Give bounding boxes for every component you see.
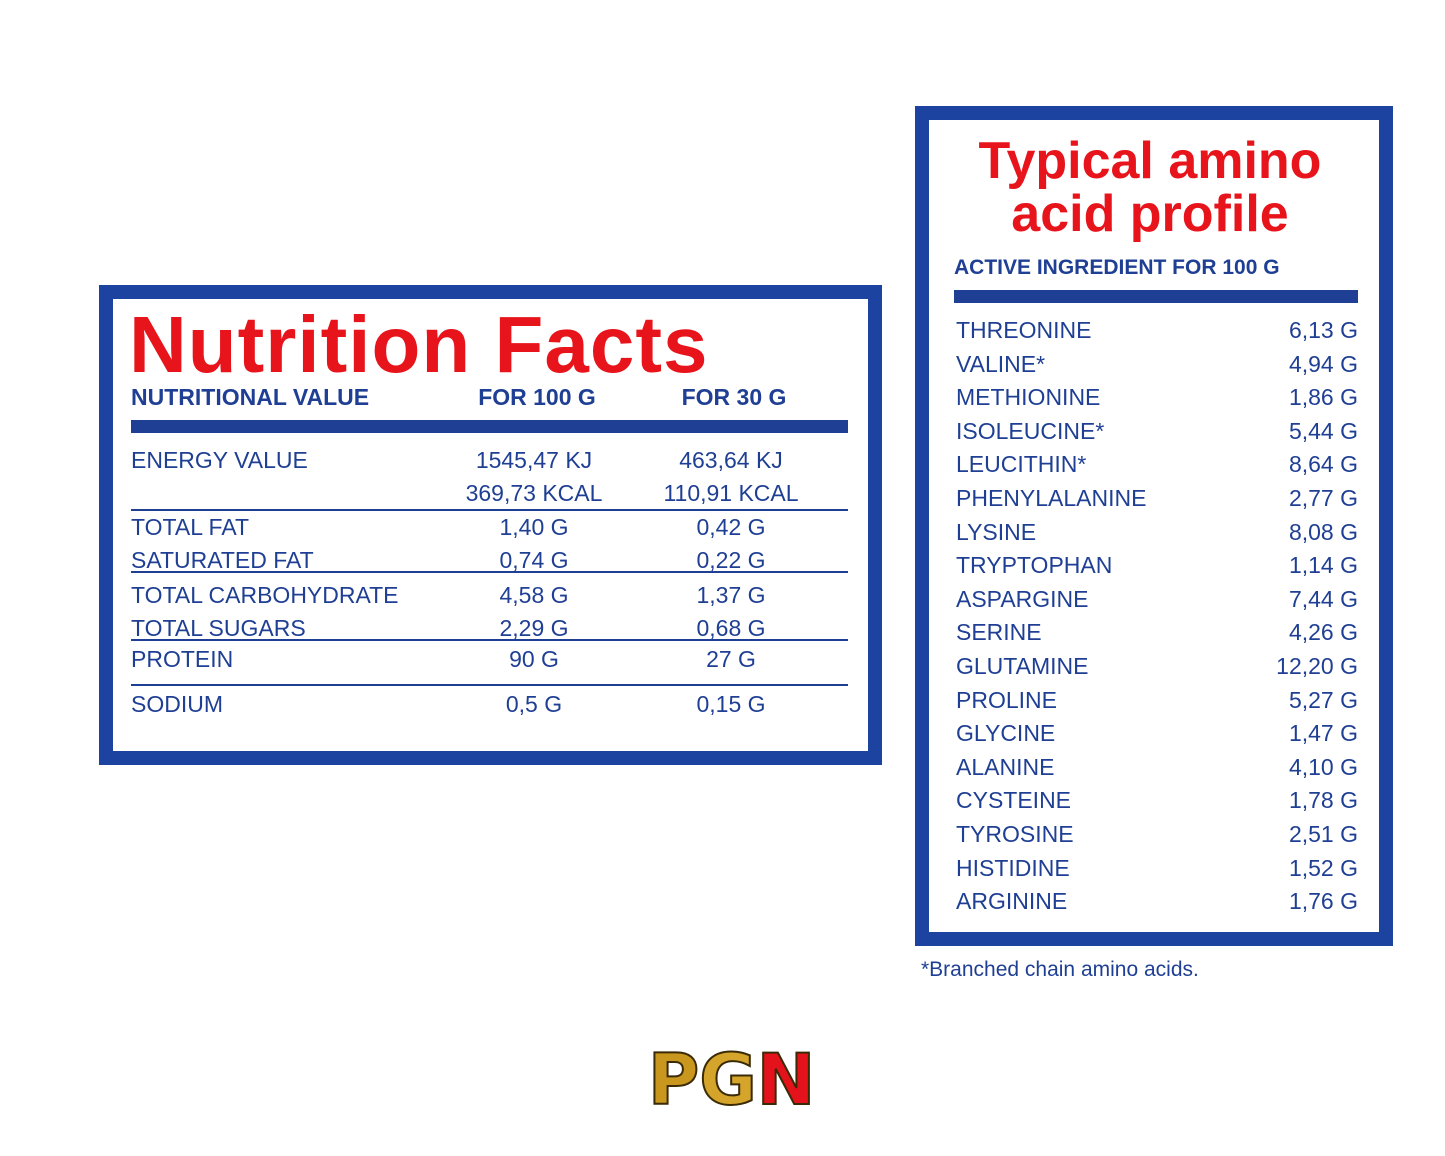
row-30g: 1,37 G <box>696 582 766 608</box>
amino-name: TYROSINE <box>956 821 1074 847</box>
amino-amount: 8,64 G <box>1288 451 1358 478</box>
logo: PGN <box>647 1039 817 1121</box>
amino-name: HISTIDINE <box>956 854 1070 881</box>
row-label: TOTAL CARBOHYDRATE <box>131 582 399 608</box>
amino-title-1: Typical amino <box>978 132 1322 190</box>
amino-amount: 1,14 G <box>1288 552 1358 579</box>
header-bar <box>131 420 848 433</box>
amino-amount: 7,44 G <box>1288 585 1358 612</box>
amino-name: PROLINE <box>956 686 1057 713</box>
amino-name: VALINE* <box>956 350 1046 377</box>
amino-name: ASPARGINE <box>956 585 1089 612</box>
divider <box>131 639 848 641</box>
row-100g: 2,29 G <box>499 615 569 641</box>
amino-amount: 6,13 G <box>1288 317 1358 343</box>
amino-amount: 1,47 G <box>1288 720 1358 747</box>
amino-amount: 1,86 G <box>1288 384 1358 411</box>
row-30g: 463,64 KJ <box>679 447 783 473</box>
amino-name: SERINE <box>956 619 1042 646</box>
row-label: PROTEIN <box>131 646 234 672</box>
amino-amount: 4,94 G <box>1288 350 1358 377</box>
amino-box <box>915 106 1393 946</box>
amino-name: GLUTAMINE <box>956 653 1089 679</box>
amino-title-2: acid profile <box>1011 185 1289 243</box>
amino-bar <box>954 290 1358 303</box>
divider <box>131 684 848 686</box>
row-30g: 0,22 G <box>696 547 766 573</box>
amino-name: ARGININE <box>956 888 1068 915</box>
amino-name: CYSTEINE <box>956 787 1072 814</box>
amino-amount: 2,51 G <box>1288 821 1358 847</box>
divider <box>131 571 848 573</box>
row-30g: 0,68 G <box>696 615 766 641</box>
row-100g: 0,5 G <box>505 691 563 717</box>
row-label: TOTAL SUGARS <box>131 615 306 641</box>
row-100g: 90 G <box>509 646 559 672</box>
amino-amount: 5,44 G <box>1288 417 1358 444</box>
row-label: SATURATED FAT <box>131 547 314 573</box>
logo-letter: N <box>756 1039 817 1121</box>
amino-amount: 4,26 G <box>1288 619 1358 646</box>
row-100g: 4,58 G <box>499 582 569 608</box>
amino-amount: 4,10 G <box>1288 753 1358 780</box>
row-100g: 0,74 G <box>499 547 569 573</box>
amino-name: LEUCITHIN* <box>956 451 1087 478</box>
row-label: TOTAL FAT <box>131 514 249 540</box>
amino-amount: 12,20 G <box>1276 653 1358 679</box>
divider <box>131 509 848 511</box>
amino-name: METHIONINE <box>956 384 1101 411</box>
nutrition-title: Nutrition Facts <box>129 300 709 389</box>
amino-name: ALANINE <box>956 753 1055 780</box>
row-30g: 110,91 KCAL <box>663 480 799 506</box>
amino-name: GLYCINE <box>956 720 1056 747</box>
logo-letter: G <box>698 1039 757 1121</box>
amino-name: THREONINE <box>956 317 1092 343</box>
amino-amount: 5,27 G <box>1288 686 1358 713</box>
nutrition-box <box>99 285 882 765</box>
amino-subtitle: ACTIVE INGREDIENT FOR 100 G <box>954 256 1280 279</box>
row-30g: 0,15 G <box>696 691 766 717</box>
row-100g: 1545,47 KJ <box>475 447 593 473</box>
row-100g: 369,73 KCAL <box>465 480 603 506</box>
row-30g: 0,42 G <box>696 514 766 540</box>
footnote: *Branched chain amino acids. <box>921 958 1199 981</box>
amino-name: PHENYLALANINE <box>956 485 1147 511</box>
amino-name: TRYPTOPHAN <box>956 552 1113 579</box>
header-label: NUTRITIONAL VALUE <box>131 384 370 410</box>
amino-amount: 2,77 G <box>1288 485 1358 511</box>
amino-amount: 1,78 G <box>1288 787 1358 814</box>
header-100g: FOR 100 G <box>478 384 596 410</box>
amino-name: LYSINE <box>956 518 1037 545</box>
row-30g: 27 G <box>706 646 756 672</box>
amino-amount: 1,52 G <box>1288 854 1358 881</box>
amino-name: ISOLEUCINE* <box>956 417 1105 444</box>
row-label: ENERGY VALUE <box>131 447 308 473</box>
header-30g: FOR 30 G <box>681 384 787 410</box>
row-100g: 1,40 G <box>499 514 569 540</box>
amino-amount: 8,08 G <box>1288 518 1358 545</box>
logo-letter: P <box>647 1039 700 1121</box>
row-label: SODIUM <box>131 691 223 717</box>
amino-amount: 1,76 G <box>1288 888 1358 915</box>
